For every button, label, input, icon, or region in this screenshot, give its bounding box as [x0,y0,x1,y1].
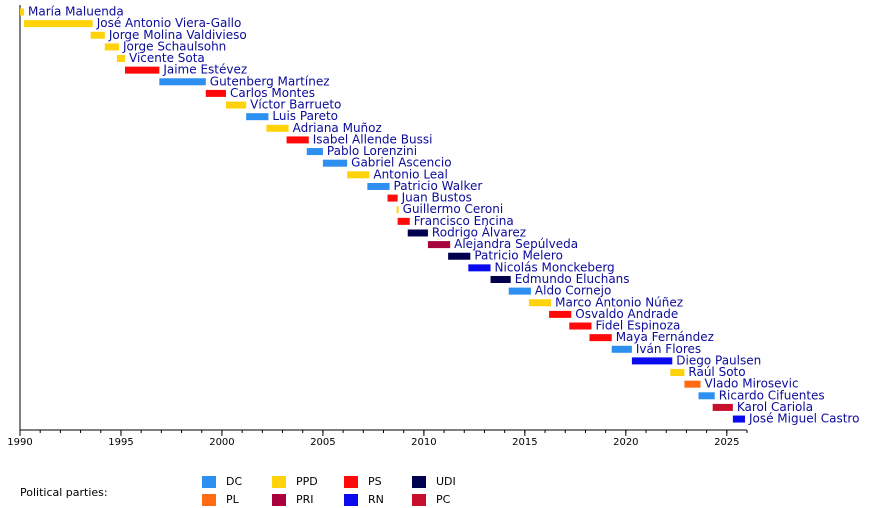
person-label: José Miguel Castro [748,412,859,426]
person-label: Gabriel Ascencio [351,156,451,170]
term-bar [387,194,398,202]
term-bar [490,275,511,283]
person-label: Diego Paulsen [676,353,761,367]
legend-label: PS [368,475,382,488]
person-label: Guillermo Ceroni [403,202,504,216]
person-label: Iván Flores [636,342,701,356]
person-label: María Maluenda [28,5,124,19]
person-label: Ricardo Cifuentes [719,388,825,402]
person-label: Jorge Schaulsohn [122,39,226,53]
term-bar [205,89,226,97]
term-bar [159,78,206,86]
legend-swatch [344,494,358,506]
term-bar [631,357,673,365]
term-bar [712,403,733,411]
x-tick-label: 1995 [108,437,133,448]
term-bar [396,206,399,214]
term-bar [698,392,715,400]
term-bar [549,310,572,318]
person-label: Jorge Molina Valdivieso [108,28,247,42]
term-bar [116,55,126,63]
legend-swatch [412,494,426,506]
person-label: Isabel Allende Bussi [313,132,433,146]
term-bar [684,380,701,388]
term-bar [528,299,552,307]
person-label: Patricio Melero [474,249,563,263]
x-tick-label: 2005 [310,437,335,448]
person-label: Luis Pareto [272,109,338,123]
term-bar [397,217,410,225]
term-bar [90,31,105,39]
person-label: Maya Fernández [616,330,714,344]
person-label: Fidel Espinoza [596,319,681,333]
person-label: Rodrigo Álvarez [432,224,526,239]
person-label: Carlos Montes [230,86,315,100]
term-bar [468,264,491,272]
x-tick-label: 2015 [512,437,537,448]
person-label: Juan Bustos [401,191,472,205]
term-bar [286,136,309,144]
legend-label: RN [368,493,384,506]
legend-label: PL [226,493,240,506]
person-label: Nicolás Monckeberg [495,260,615,274]
person-label: Vicente Sota [129,51,205,65]
term-bar [508,287,531,295]
term-bar [246,113,269,121]
person-label: Edmundo Eluchans [515,272,630,286]
term-bar [20,8,25,16]
term-bar [732,415,745,423]
term-bar [407,229,428,237]
x-tick-label: 1990 [7,437,32,448]
person-label: Karol Cariola [737,400,813,414]
legend-title: Political parties: [20,486,108,499]
term-bar [266,124,289,132]
legend-swatch [202,494,216,506]
person-label: José Antonio Viera-Gallo [96,16,242,30]
person-label: Patricio Walker [394,179,483,193]
legend-swatch [412,476,426,488]
term-bar [104,43,119,51]
legend-swatch [344,476,358,488]
term-bar [347,171,370,179]
term-bar [225,101,247,109]
person-label: Marco Antonio Núñez [555,295,683,309]
legend-swatch [272,494,286,506]
term-bar [670,369,685,377]
person-label: Osvaldo Andrade [575,307,678,321]
term-bar [322,159,348,167]
person-label: Jaime Estévez [162,63,247,77]
legend-swatch [272,476,286,488]
legend-label: PRI [296,493,314,506]
term-bar [24,20,93,28]
term-bar [589,334,612,342]
person-label: Francisco Encina [414,214,514,228]
term-bar [611,345,632,353]
term-bar [125,66,160,74]
person-label: Gutenberg Martínez [210,74,330,88]
person-label: Alejandra Sepúlveda [454,237,578,251]
person-label: Vlado Mirosevic [705,377,799,391]
legend-swatch [202,476,216,488]
term-bar [306,148,323,156]
person-label: Antonio Leal [373,167,448,181]
x-tick-label: 2010 [411,437,436,448]
person-label: Aldo Cornejo [535,284,611,298]
legend-label: DC [226,475,242,488]
term-bar [367,182,390,190]
term-bar [427,241,451,249]
person-label: Víctor Barrueto [250,98,341,112]
x-tick-label: 2000 [209,437,234,448]
term-bar [569,322,592,330]
legend-label: UDI [436,475,456,488]
term-bar [448,252,471,260]
x-tick-label: 2020 [613,437,638,448]
legend-label: PPD [296,475,318,488]
person-label: Pablo Lorenzini [327,144,417,158]
person-label: Adriana Muñoz [293,121,382,135]
x-tick-label: 2025 [714,437,739,448]
person-label: Raúl Soto [688,365,745,379]
legend-label: PC [436,493,451,506]
